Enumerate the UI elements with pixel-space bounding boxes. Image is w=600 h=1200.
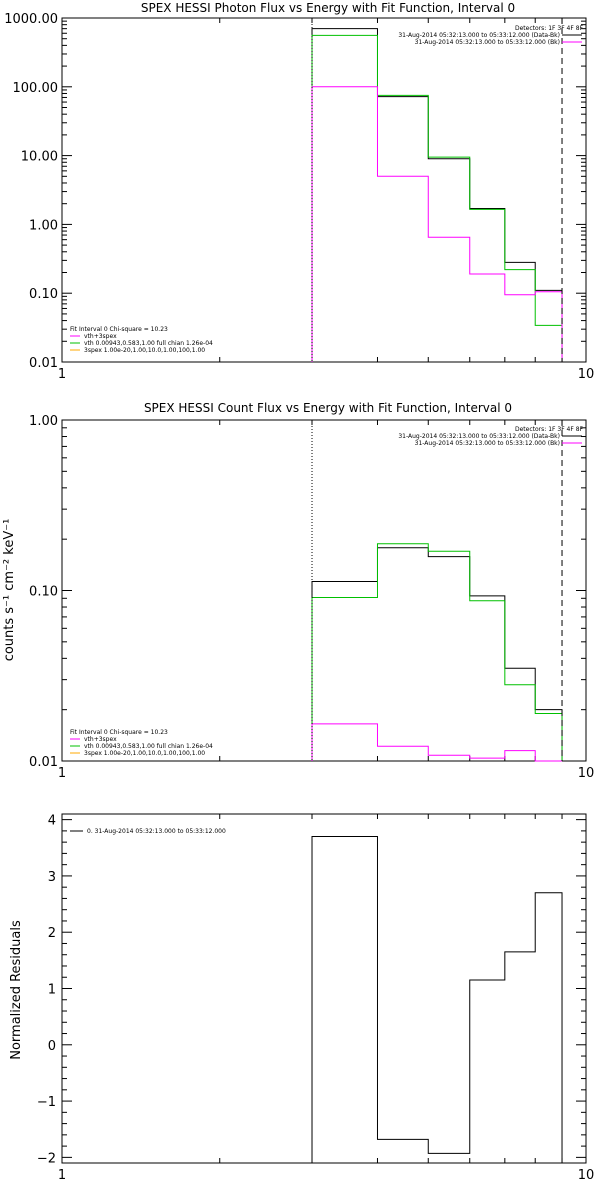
count-y-tick-labels: 0.01 0.10 1.00 (29, 414, 58, 770)
photon-plot-frame (61, 17, 587, 363)
residuals-legend: 0. 31-Aug-2014 05:32:13.000 to 05:33:12.… (87, 828, 226, 835)
count-series (311, 543, 563, 762)
y-tick-label: 0.10 (29, 287, 58, 302)
series-line (311, 547, 563, 761)
x-tick-label: 1 (58, 766, 66, 781)
y-tick-label: −2 (37, 1151, 56, 1166)
residuals-y-axis-label: Normalized Residuals (9, 920, 24, 1060)
photon-legend-left-1: vth 0.00943,0.583,1.00 full chian 1.26e-… (84, 340, 213, 347)
photon-flux-panel: SPEX HESSI Photon Flux vs Energy with Fi… (4, 1, 594, 382)
photon-tick-marks (61, 17, 587, 363)
residuals-plot-frame (61, 813, 587, 1164)
y-tick-label: 0.01 (29, 356, 58, 371)
photon-legend-left-2: 3spex 1.00e-20,1.00,10.0,1.00,100,1.00 (84, 347, 205, 354)
y-tick-label: 1.00 (29, 218, 58, 233)
photon-fit-text: Fit Interval 0 Chi-square = 10.23 (70, 326, 168, 333)
count-panel-title: SPEX HESSI Count Flux vs Energy with Fit… (144, 401, 512, 415)
y-tick-label: −1 (37, 1095, 56, 1110)
series-line (311, 86, 563, 362)
residuals-series (311, 836, 563, 1163)
count-x-tick-labels: 1 10 (58, 766, 594, 781)
count-flux-panel: SPEX HESSI Count Flux vs Energy with Fit… (2, 401, 594, 781)
count-legend-right-1: 31-Aug-2014 05:32:13.000 to 05:33:12.000… (415, 440, 560, 447)
photon-detectors: Detectors: 1F 3F 4F 8F (515, 25, 584, 32)
x-tick-label: 1 (58, 1168, 66, 1183)
x-tick-label: 10 (578, 766, 595, 781)
count-y-axis-label: counts s⁻¹ cm⁻² keV⁻¹ (2, 519, 17, 662)
series-line (311, 723, 563, 762)
y-tick-label: 3 (48, 870, 56, 885)
residuals-x-tick-labels: 1 10 (58, 1168, 594, 1183)
count-legend-left-1: vth 0.00943,0.583,1.00 full chian 1.26e-… (84, 743, 213, 750)
y-tick-label: 0 (48, 1039, 56, 1054)
y-tick-label: 1 (48, 983, 56, 998)
y-tick-label: 1.00 (29, 414, 58, 429)
photon-panel-title: SPEX HESSI Photon Flux vs Energy with Fi… (141, 1, 515, 15)
x-tick-label: 10 (578, 1168, 595, 1183)
photon-y-tick-labels: 0.01 0.10 1.00 10.00 100.00 1000.00 (4, 12, 58, 371)
count-fit-text: Fit Interval 0 Chi-square = 10.23 (70, 729, 168, 736)
photon-legend-left-0: vth+3spex (84, 333, 117, 340)
photon-vlines (311, 18, 563, 362)
count-legend-left-0: vth+3spex (84, 736, 117, 743)
count-plot-frame (61, 419, 587, 762)
photon-legend-right-1: 31-Aug-2014 05:32:13.000 to 05:33:12.000… (415, 39, 560, 46)
count-legend-left-2: 3spex 1.00e-20,1.00,10.0,1.00,100,1.00 (84, 750, 205, 757)
y-tick-label: 2 (48, 926, 56, 941)
y-tick-label: 4 (48, 814, 56, 829)
x-tick-label: 1 (58, 367, 66, 382)
series-line (311, 28, 563, 362)
photon-series (311, 28, 563, 362)
count-vlines (311, 420, 563, 761)
series-line (311, 34, 563, 362)
y-tick-label: 10.00 (21, 150, 58, 165)
residuals-y-tick-labels: −2 −1 0 1 2 3 4 (37, 814, 56, 1167)
x-tick-label: 10 (578, 367, 595, 382)
photon-x-tick-labels: 1 10 (58, 367, 594, 382)
y-tick-label: 1000.00 (4, 12, 58, 27)
count-legend-right-0: 31-Aug-2014 05:32:13.000 to 05:33:12.000… (398, 433, 560, 440)
residuals-tick-marks (61, 814, 587, 1163)
y-tick-label: 0.10 (29, 585, 58, 600)
count-tick-marks (61, 419, 587, 762)
residuals-panel: Normalized Residuals −2 −1 0 1 2 3 4 1 10 0. 31… (9, 813, 594, 1183)
photon-legend-right-0: 31-Aug-2014 05:32:13.000 to 05:33:12.000… (398, 32, 560, 39)
y-tick-label: 100.00 (13, 81, 59, 96)
series-line (311, 836, 563, 1163)
count-detectors: Detectors: 1F 3F 4F 8F (515, 426, 584, 433)
series-line (311, 543, 563, 761)
y-tick-label: 0.01 (29, 755, 58, 770)
